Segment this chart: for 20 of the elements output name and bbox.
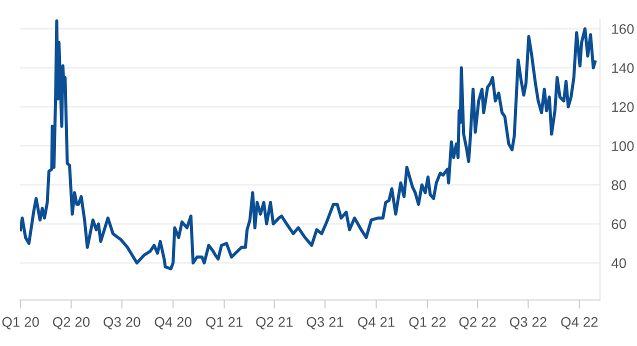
x-tick-label: Q4 21 <box>358 317 394 330</box>
x-tick-label: Q1 20 <box>2 317 39 330</box>
y-tick-label: 160 <box>612 24 634 34</box>
x-tick-label: Q3 21 <box>306 317 344 330</box>
x-tick-label: Q2 21 <box>256 317 293 330</box>
x-tick-label: Q4 20 <box>154 317 192 330</box>
x-tick-label: Q4 22 <box>561 317 598 330</box>
y-tick-label: 40 <box>611 258 626 268</box>
line-series <box>20 19 597 270</box>
x-tick-label: Q3 22 <box>510 317 546 330</box>
y-tick-label: 120 <box>612 102 634 112</box>
x-tick-label: Q1 21 <box>206 317 243 330</box>
y-tick-label: 60 <box>612 219 626 230</box>
x-tick-label: Q1 22 <box>409 317 446 330</box>
x-tick-label: Q2 22 <box>459 317 496 330</box>
y-tick-label: 80 <box>612 180 626 190</box>
y-tick-label: 100 <box>612 141 634 152</box>
x-tick-label: Q3 20 <box>104 317 140 330</box>
y-tick-label: 140 <box>612 63 634 73</box>
x-tick-label: Q2 20 <box>52 317 90 330</box>
